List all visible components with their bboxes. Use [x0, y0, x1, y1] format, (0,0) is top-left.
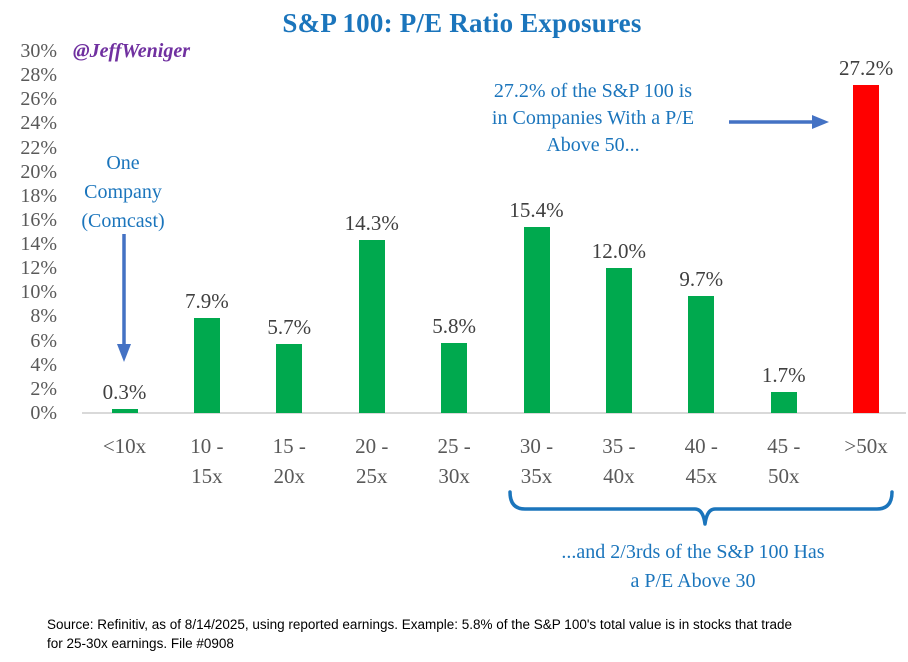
y-axis-tick-label: 28% [20, 64, 57, 87]
bar [441, 343, 468, 413]
annotation-one-company: One Company (Comcast) [38, 149, 208, 236]
y-axis-tick-label: 0% [30, 402, 57, 424]
y-axis-tick-label: 22% [20, 136, 57, 159]
x-axis-tick-label: 20 - 25x [330, 431, 414, 491]
x-axis-tick-label: <10x [83, 431, 167, 461]
annotation-line: Above 50... [546, 134, 640, 156]
y-axis-tick-label: 14% [20, 233, 57, 256]
x-axis-tick-label: 40 - 45x [659, 431, 743, 491]
y-axis-tick-label: 18% [20, 184, 57, 207]
y-axis-tick-label: 8% [30, 305, 57, 328]
x-axis-tick-line: 45 - [767, 434, 801, 458]
x-axis-tick-label: 35 - 40x [577, 431, 661, 491]
bar [853, 84, 880, 413]
x-axis-tick-line: 10 - [190, 434, 224, 458]
y-axis-tick-label: 2% [30, 377, 57, 400]
source-line: for 25-30x earnings. File #0908 [47, 636, 234, 651]
bar-value-label: 0.3% [102, 380, 147, 405]
bar-value-label: 5.8% [432, 314, 476, 338]
bar-value-label: 27.2% [838, 55, 894, 80]
x-axis-tick-label: >50x [824, 431, 908, 461]
x-axis-tick-label: 45 - 50x [742, 431, 826, 491]
y-axis-tick-label: 10% [20, 281, 57, 304]
bar [523, 227, 550, 413]
x-axis-tick-line: 25x [355, 464, 388, 488]
annotation-line: in Companies With a P/E [491, 107, 695, 129]
bar [111, 409, 138, 413]
brace-icon [508, 490, 894, 526]
y-axis-tick-label: 4% [30, 353, 57, 376]
annotation-line: Company [84, 181, 162, 203]
x-axis-tick-line: 20x [273, 464, 306, 488]
bar-value-label: 12.0% [591, 239, 647, 264]
y-axis-tick-label: 24% [20, 112, 57, 135]
x-axis-tick-line: <10x [102, 434, 147, 458]
source-note: Source: Refinitiv, as of 8/14/2025, usin… [47, 615, 847, 653]
x-axis-tick-line: 35 - [602, 434, 636, 458]
bar-value-label: 5.7% [267, 315, 312, 340]
y-axis-tick-label: 20% [20, 160, 57, 183]
annotation-line: 27.2% of the S&P 100 is [493, 80, 693, 102]
annotation-line: ...and 2/3rds of the S&P 100 Has [561, 541, 825, 563]
x-axis-tick-line: 45x [685, 464, 718, 488]
x-axis-tick-line: 15 - [272, 434, 306, 458]
bar [605, 268, 632, 413]
source-line: Source: Refinitiv, as of 8/14/2025, usin… [47, 617, 793, 632]
x-axis-tick-line: 40x [603, 464, 635, 488]
annotation-above-50: 27.2% of the S&P 100 is in Companies Wit… [458, 78, 728, 159]
right-arrow-icon [729, 115, 829, 129]
x-axis-tick-line: 30 - [519, 434, 554, 458]
x-axis-tick-line: 50x [767, 464, 800, 488]
bar-value-label: 7.9% [185, 288, 229, 313]
y-axis-tick-label: 12% [20, 257, 57, 280]
chart-title: S&P 100: P/E Ratio Exposures [282, 8, 642, 38]
annotation-line: a P/E Above 30 [630, 570, 756, 592]
x-axis-tick-line: 40 - [684, 434, 718, 458]
x-axis-tick-label: 30 - 35x [495, 431, 579, 491]
x-axis-tick-line: 15x [191, 464, 223, 488]
y-axis-tick-label: 30% [20, 40, 57, 62]
annotation-line: One [106, 152, 140, 174]
x-axis-tick-line: 25 - [437, 434, 471, 458]
x-axis-tick-label: 15 - 20x [247, 431, 331, 491]
bar [276, 344, 303, 413]
bar-value-label: 15.4% [509, 198, 564, 223]
x-axis-tick-line: >50x [844, 434, 888, 458]
bar [193, 317, 220, 413]
bar-value-label: 9.7% [679, 266, 724, 291]
bar [358, 240, 385, 413]
y-axis-tick-label: 6% [30, 329, 57, 352]
x-axis-tick-label: 10 - 15x [165, 431, 249, 491]
bar [770, 392, 797, 413]
x-axis-tick-label: 25 - 30x [412, 431, 496, 491]
y-axis-tick-label: 26% [20, 88, 57, 111]
x-axis-tick-line: 20 - [355, 434, 389, 458]
x-axis-tick-line: 30x [438, 464, 470, 488]
bar-value-label: 14.3% [344, 211, 399, 236]
annotation-above-30: ...and 2/3rds of the S&P 100 Has a P/E A… [466, 538, 908, 596]
bar-value-label: 1.7% [761, 363, 806, 388]
bar [688, 295, 715, 413]
x-axis-baseline [82, 412, 906, 414]
watermark-handle: @JeffWeniger [73, 40, 190, 62]
annotation-line: (Comcast) [81, 210, 165, 232]
x-axis-tick-line: 35x [520, 464, 553, 488]
down-arrow-icon [117, 234, 131, 362]
y-axis-tick-label: 16% [20, 208, 57, 231]
